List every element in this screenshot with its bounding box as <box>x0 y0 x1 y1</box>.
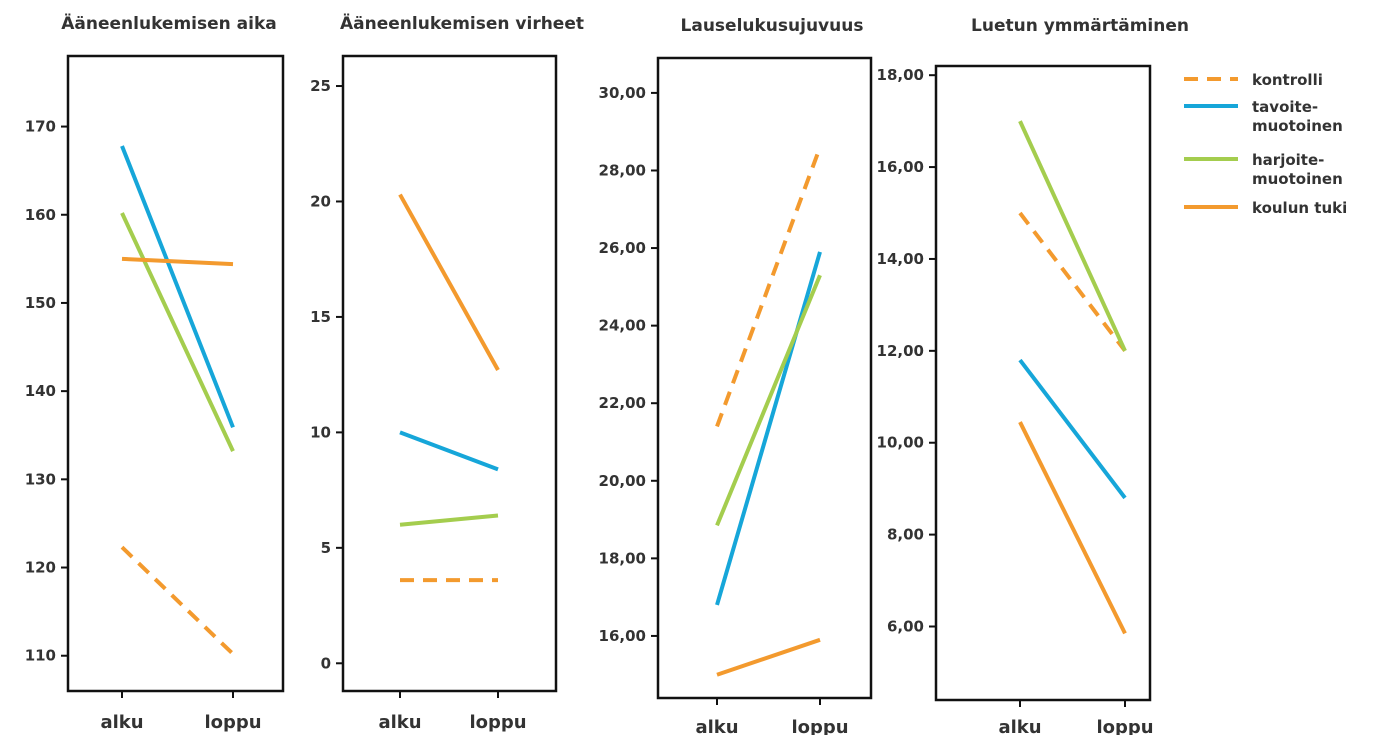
y-tick-label: 5 <box>321 539 331 557</box>
series-line-kontrolli <box>120 545 235 656</box>
series-line-harjoite-muotoinen <box>399 513 499 527</box>
y-tick-label: 12,00 <box>877 342 924 360</box>
y-tick-label: 16,00 <box>599 627 646 645</box>
y-tick-label: 6,00 <box>887 617 924 635</box>
y-tick-label: 15 <box>310 308 331 326</box>
legend-label: koulun tuki <box>1252 199 1347 217</box>
x-tick-label: alku <box>998 717 1041 735</box>
x-tick-label: loppu <box>791 717 848 735</box>
series-line-harjoite-muotoinen <box>1018 120 1127 352</box>
series-line-harjoite-muotoinen <box>715 274 822 527</box>
series-line-koulun tuki <box>121 256 234 267</box>
y-tick-label: 110 <box>25 647 56 665</box>
series-line-harjoite-muotoinen <box>120 212 235 452</box>
y-tick-label: 18,00 <box>877 66 924 84</box>
y-tick-label: 160 <box>25 206 56 224</box>
y-tick-label: 140 <box>25 382 56 400</box>
series-line-kontrolli <box>715 146 822 428</box>
plot-frame <box>656 56 873 700</box>
series-line-koulun tuki <box>398 193 500 372</box>
y-tick-label: 22,00 <box>599 394 646 412</box>
x-tick-label: alku <box>100 712 143 733</box>
series-line-koulun tuki <box>1018 421 1127 635</box>
y-tick-label: 130 <box>25 470 56 488</box>
y-tick-label: 16,00 <box>877 158 924 176</box>
plot-frame <box>66 54 285 693</box>
chart-title: Ääneenlukemisen virheet <box>340 12 584 34</box>
y-tick-label: 28,00 <box>599 161 646 179</box>
y-tick-label: 20 <box>310 192 331 210</box>
series-line-tavoite-muotoinen <box>399 430 499 472</box>
y-tick-label: 24,00 <box>599 317 646 335</box>
chart-2: Ääneenlukemisen virheet 0 5 10 15 20 25 alku lop… <box>310 12 584 733</box>
plot-frame <box>934 64 1152 702</box>
y-tick-label: 170 <box>25 118 56 136</box>
y-tick-label: 18,00 <box>599 549 646 567</box>
chart-3: Lauselukusujuvuus 16,00 18,00 20,00 22,00 24,… <box>599 16 873 735</box>
legend: kontrollitavoite-muotoinenharjoite-muoto… <box>1184 71 1347 217</box>
y-tick-label: 0 <box>321 654 331 672</box>
legend-label: muotoinen <box>1252 170 1343 188</box>
series-line-tavoite-muotoinen <box>715 251 822 606</box>
series-line-tavoite-muotoinen <box>120 145 235 429</box>
x-tick-label: alku <box>695 717 738 735</box>
chart-4: Luetun ymmärtäminen 6,00 8,00 10,00 12,00 14,… <box>877 16 1189 735</box>
legend-label: muotoinen <box>1252 117 1343 135</box>
x-tick-label: loppu <box>204 712 261 733</box>
series-line-kontrolli <box>1018 211 1127 353</box>
y-tick-label: 150 <box>25 294 56 312</box>
chart-title: Ääneenlukemisen aika <box>61 12 277 34</box>
x-tick-label: alku <box>378 712 421 733</box>
x-tick-label: loppu <box>1096 717 1153 735</box>
y-tick-label: 8,00 <box>887 526 924 544</box>
y-tick-label: 20,00 <box>599 472 646 490</box>
y-tick-label: 26,00 <box>599 239 646 257</box>
y-tick-label: 14,00 <box>877 250 924 268</box>
series-line-tavoite-muotoinen <box>1018 358 1127 500</box>
series-line-koulun tuki <box>716 637 821 677</box>
chart-title: Lauselukusujuvuus <box>681 16 864 36</box>
y-tick-label: 10 <box>310 423 331 441</box>
chart-1: Ääneenlukemisen aika 110 120 130 140 150 160 17… <box>25 12 285 733</box>
chart-title: Luetun ymmärtäminen <box>971 16 1189 36</box>
legend-label: harjoite- <box>1252 151 1324 169</box>
y-tick-label: 30,00 <box>599 84 646 102</box>
legend-label: tavoite- <box>1252 98 1318 116</box>
y-tick-label: 25 <box>310 77 331 95</box>
plot-frame <box>341 54 558 693</box>
legend-label: kontrolli <box>1252 71 1323 89</box>
y-tick-label: 10,00 <box>877 434 924 452</box>
x-tick-label: loppu <box>469 712 526 733</box>
y-tick-label: 120 <box>25 559 56 577</box>
